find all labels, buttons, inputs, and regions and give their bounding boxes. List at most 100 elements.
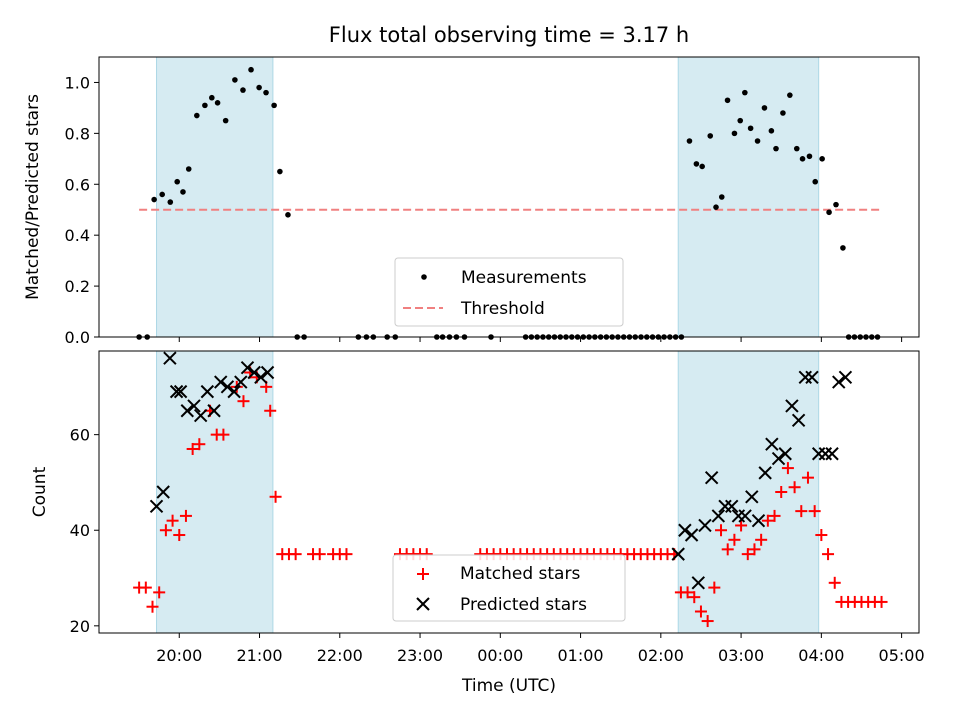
measurement-point [718,194,725,200]
predicted-star-marker [691,576,705,590]
bottom-panel: 20 40 60 20:00 21:00 22:00 23:00 00:00 01:00 02:… [30,350,925,696]
matched-star-marker [186,442,199,455]
bottom-xtick-label: 20:00 [156,646,202,665]
predicted-star-marker [173,384,188,399]
measurement-point [773,145,779,152]
predicted-star-marker [704,470,719,485]
shaded-interval [156,350,274,634]
measurement-point [806,153,813,160]
matched-star-marker [735,519,748,532]
measurement-point [819,156,825,162]
bottom-ytick-label: 20 [70,617,90,636]
matched-star-marker [708,581,721,594]
bottom-ylabel: Count [30,466,50,517]
predicted-star-marker [163,351,177,365]
measurements-legend-label: Measurements [461,268,587,288]
measurement-point [731,130,738,137]
predicted-star-marker [207,404,221,418]
predicted-star-marker [169,384,184,399]
measurement-point [833,201,839,208]
top-ytick-label: 0.8 [65,124,90,143]
predicted-star-marker [156,485,170,499]
predicted-star-marker [805,370,819,384]
predicted-star-marker [838,370,853,384]
measurement-point [271,102,277,109]
bottom-ytick-label: 40 [70,521,90,540]
measurement-point [754,138,761,144]
top-ytick-label: 0.0 [65,328,90,347]
matched-star-marker [828,576,841,589]
shaded-interval [677,350,820,634]
measurement-point [248,66,254,73]
measurement-point [277,168,283,175]
matched-star-marker [801,471,814,484]
top-plot-frame [98,56,920,338]
measurement-point [713,204,719,210]
predicted-star-marker [227,384,241,399]
predicted-star-marker [254,370,268,384]
matched-star-marker [340,548,353,561]
predicted-star-marker [785,399,799,413]
predicted-star-marker [725,499,739,514]
measurement-point [724,97,731,104]
top-ytick-label: 0.2 [65,277,90,296]
bottom-xtick-label: 00:00 [477,646,523,665]
bottom-xtick-label: 23:00 [397,646,443,665]
threshold-legend-label: Threshold [460,299,545,319]
bottom-xlabel: Time (UTC) [461,676,556,696]
matched-star-marker [788,481,801,494]
measurement-point [285,212,291,218]
matched-star-marker [153,586,166,599]
top-legend-box [394,257,624,327]
measurement-point [761,105,768,111]
measurement-point [180,189,186,195]
predicted-star-marker [684,528,699,542]
predicted-star-marker [260,365,275,380]
matched-star-marker [179,509,192,522]
chart-title: Flux total observing time = 3.17 h [329,23,689,47]
predicted-star-marker [711,509,726,523]
matched-star-marker [269,490,282,503]
measurement-point [263,89,269,96]
predicted-star-marker [240,361,255,375]
measurement-point [202,102,208,109]
matched-star-marker [688,591,701,604]
matched-star-marker [761,514,774,527]
predicted-star-marker [751,513,766,528]
measurements-legend-marker [421,274,427,280]
bottom-xtick-label: 03:00 [718,646,764,665]
bottom-xtick-label: 04:00 [798,646,844,665]
bottom-legend-box [392,554,626,622]
top-ytick-label: 0.6 [65,175,90,194]
predicted-star-marker [758,466,772,480]
predicted-star-marker [791,413,806,428]
predicted-star-marker [214,375,228,389]
measurement-point [742,89,748,96]
measurement-point [768,128,775,134]
matched-star-marker [822,548,835,561]
predicted-star-marker [678,523,692,537]
measurement-point [693,161,700,167]
bottom-xtick-label: 21:00 [236,646,282,665]
measurement-point [686,138,693,144]
measurement-point [174,178,181,185]
measurement-point [185,166,192,172]
bottom-legend: Matched stars Predicted stars [392,554,626,622]
matched-star-marker [701,615,714,628]
measurement-point [787,92,793,98]
predicted-star-marker [771,451,786,466]
matched-star-marker [289,548,302,561]
predicted-star-marker [818,447,833,461]
measurement-point [737,117,744,124]
predicted-star-marker [220,380,235,394]
predicted-star-marker [193,408,208,423]
matched-star-marker [715,524,728,537]
predicted-star-marker [778,447,792,461]
predicted-star-marker [200,384,215,399]
predicted-star-marker [180,404,194,418]
measurement-point [812,178,819,185]
matched-star-marker [768,509,781,522]
matched-star-marker [313,548,326,561]
top-ytick-label: 1.0 [65,73,90,92]
